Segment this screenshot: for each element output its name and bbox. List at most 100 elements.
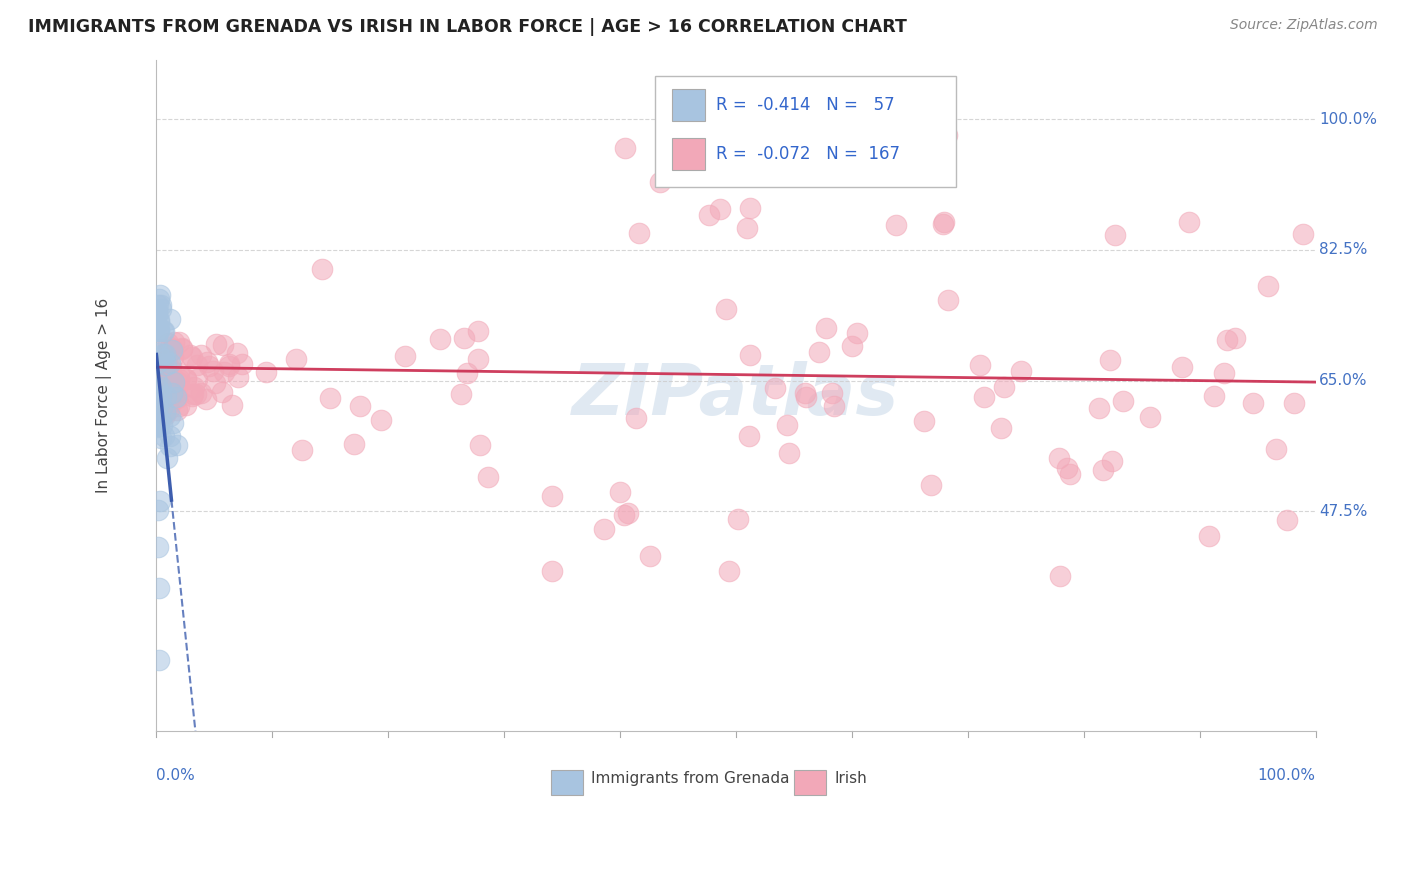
Point [226, 370, 249, 384]
Point [163, 387, 186, 401]
Point [149, 379, 172, 393]
Point [149, 493, 172, 508]
Point [150, 418, 173, 433]
Point [160, 385, 183, 400]
Point [174, 399, 197, 413]
Point [1049, 569, 1071, 583]
Point [1264, 442, 1286, 457]
Point [1139, 409, 1161, 424]
Point [150, 400, 173, 414]
Point [146, 380, 169, 394]
Point [194, 392, 217, 406]
Point [146, 540, 169, 554]
Point [920, 478, 942, 492]
Point [152, 347, 174, 361]
Point [149, 356, 172, 370]
Point [152, 383, 174, 397]
Point [167, 371, 190, 385]
Point [148, 374, 170, 388]
Point [157, 375, 180, 389]
Point [156, 367, 179, 381]
Point [149, 301, 172, 316]
Point [165, 390, 187, 404]
Point [394, 350, 416, 364]
Point [737, 428, 759, 442]
Point [156, 370, 179, 384]
Point [149, 342, 172, 356]
Point [254, 365, 277, 379]
Point [815, 321, 838, 335]
Point [778, 446, 800, 460]
Text: 0.0%: 0.0% [156, 768, 195, 783]
Point [190, 348, 212, 362]
Point [176, 372, 198, 386]
Point [149, 288, 172, 302]
Point [1292, 227, 1315, 241]
Point [153, 352, 176, 367]
Point [738, 201, 761, 215]
Point [624, 410, 647, 425]
Point [291, 442, 314, 457]
Text: Immigrants from Grenada: Immigrants from Grenada [591, 771, 790, 786]
Point [181, 389, 204, 403]
Point [763, 381, 786, 395]
Point [148, 313, 170, 327]
Point [186, 358, 208, 372]
Point [477, 470, 499, 484]
Point [156, 399, 179, 413]
Point [613, 141, 636, 155]
Point [838, 139, 860, 153]
Point [609, 485, 631, 500]
Point [166, 391, 188, 405]
Point [1198, 528, 1220, 542]
Point [149, 298, 172, 312]
Point [613, 508, 636, 522]
Text: R =  -0.414   N =   57: R = -0.414 N = 57 [716, 96, 896, 114]
Point [1202, 389, 1225, 403]
Point [204, 376, 226, 391]
Point [1056, 461, 1078, 475]
Point [740, 348, 762, 362]
Point [1277, 512, 1299, 526]
Point [153, 405, 176, 419]
Point [932, 217, 955, 231]
Text: In Labor Force | Age > 16: In Labor Force | Age > 16 [96, 298, 112, 493]
Text: IMMIGRANTS FROM GRENADA VS IRISH IN LABOR FORCE | AGE > 16 CORRELATION CHART: IMMIGRANTS FROM GRENADA VS IRISH IN LABO… [28, 18, 907, 36]
Point [149, 357, 172, 371]
Bar [672, 89, 704, 121]
Point [149, 363, 172, 377]
Point [190, 386, 212, 401]
Point [180, 350, 202, 364]
Point [453, 330, 475, 344]
Point [146, 298, 169, 312]
Point [841, 339, 863, 353]
Text: R =  -0.072   N =  167: R = -0.072 N = 167 [716, 145, 900, 162]
Point [198, 359, 221, 373]
Point [221, 398, 243, 412]
Text: Irish: Irish [835, 771, 868, 786]
Point [617, 506, 640, 520]
Point [167, 367, 190, 381]
Point [1059, 467, 1081, 481]
Point [183, 379, 205, 393]
Point [146, 383, 169, 397]
Bar [672, 137, 704, 169]
Point [1111, 393, 1133, 408]
Point [159, 360, 181, 375]
Point [319, 391, 342, 405]
Point [159, 356, 181, 370]
Point [155, 372, 177, 386]
Point [709, 202, 731, 216]
Point [148, 324, 170, 338]
Text: 47.5%: 47.5% [1319, 504, 1368, 519]
Point [370, 413, 392, 427]
Point [146, 374, 169, 388]
Point [935, 128, 957, 143]
Point [1098, 353, 1121, 368]
Point [181, 386, 204, 401]
Point [697, 208, 720, 222]
Point [467, 324, 489, 338]
Point [166, 437, 188, 451]
Point [159, 359, 181, 374]
Point [311, 262, 333, 277]
